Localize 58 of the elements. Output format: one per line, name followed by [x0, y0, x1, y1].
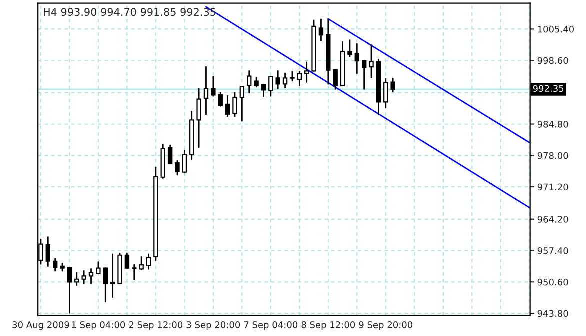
candlestick [211, 76, 216, 97]
candlestick [290, 70, 295, 82]
candlestick [297, 70, 302, 86]
y-tick-label: 978.00 [538, 152, 568, 160]
candlestick [96, 262, 101, 275]
candlestick [348, 40, 352, 58]
candlestick [146, 254, 152, 270]
candlestick [232, 92, 238, 118]
candlestick [318, 18, 324, 42]
candlestick [304, 62, 310, 83]
x-tick-label: 7 Sep 04:00 [244, 322, 298, 330]
candlestick [261, 84, 266, 98]
candlestick [46, 236, 50, 268]
y-tick-label: 1005.40 [538, 26, 574, 33]
y-tick-label: 984.80 [538, 121, 568, 128]
y-tick-label: 943.80 [538, 310, 568, 318]
candlestick [218, 92, 223, 107]
candlestick [67, 267, 72, 314]
candlestick [52, 258, 58, 272]
candlestick [82, 270, 86, 284]
candlestick [354, 43, 360, 74]
candlestick [124, 252, 130, 269]
candlestick [276, 70, 280, 90]
x-tick-label: 30 Aug 2009 [12, 322, 70, 330]
candlestick [225, 95, 230, 118]
candlestick [175, 160, 180, 176]
candlestick [168, 144, 173, 165]
candlestick [182, 150, 188, 173]
candlestick [110, 254, 116, 298]
candlestick [139, 256, 144, 270]
candlestick [103, 268, 108, 303]
x-tick-label: 9 Sep 20:00 [359, 322, 413, 330]
candlestick [88, 268, 94, 284]
candlestick [74, 272, 80, 286]
y-tick-label: 950.60 [538, 278, 568, 286]
ref-line-label: 992.35 [533, 85, 564, 92]
y-tick-label: 964.20 [538, 216, 568, 223]
candlestick [384, 78, 388, 108]
candlestick [362, 60, 367, 90]
candlestick [204, 66, 209, 116]
y-tick-label: 971.20 [538, 184, 568, 191]
x-tick-label: 1 Sep 04:00 [72, 322, 126, 330]
candlestick [254, 76, 259, 88]
y-tick-label: 998.60 [538, 57, 568, 64]
chart-title: H4 993.90 994.70 991.85 992.35 [44, 8, 216, 16]
y-tick-label: 957.40 [538, 247, 568, 254]
candlestick [333, 69, 338, 90]
x-tick-label: 2 Sep 12:00 [129, 322, 183, 330]
candlestick [390, 78, 396, 92]
candlestick [369, 44, 374, 78]
candlestick [247, 70, 252, 94]
candlestick [282, 72, 288, 89]
candlestick [132, 264, 137, 281]
x-tick-label: 3 Sep 20:00 [186, 322, 240, 330]
candlestick [268, 76, 274, 97]
candlestick [196, 88, 202, 148]
candlestick [240, 86, 245, 122]
x-tick-label: 8 Sep 12:00 [302, 322, 356, 330]
